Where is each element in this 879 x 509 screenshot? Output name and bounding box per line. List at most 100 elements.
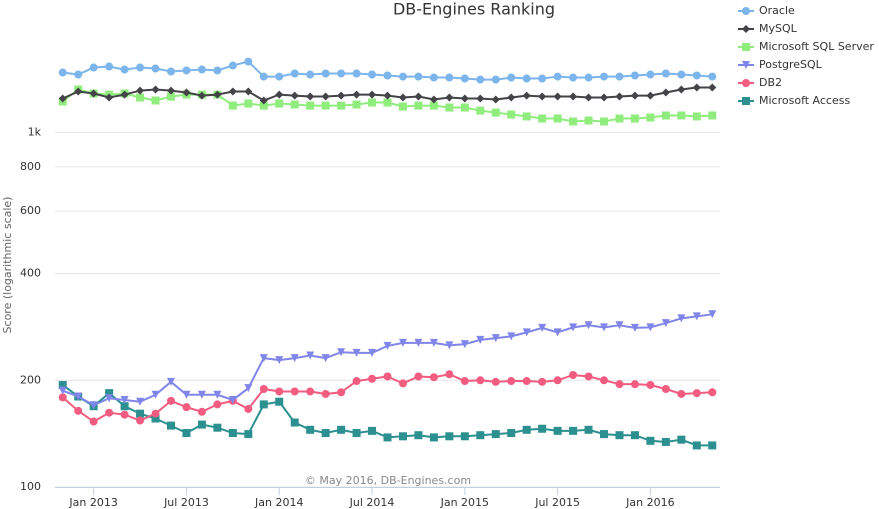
point <box>630 323 639 332</box>
point <box>692 389 701 398</box>
point <box>553 92 562 101</box>
point <box>290 418 299 427</box>
point <box>569 426 578 435</box>
point <box>290 69 299 78</box>
point <box>646 436 655 445</box>
point <box>661 384 670 393</box>
point <box>120 395 129 404</box>
point <box>522 425 531 434</box>
point <box>414 72 423 81</box>
point <box>213 66 222 75</box>
point <box>321 389 330 398</box>
chart-title: DB-Engines Ranking <box>393 0 555 19</box>
point <box>476 94 485 103</box>
point <box>445 103 454 112</box>
point <box>228 395 237 404</box>
point <box>58 380 67 389</box>
point <box>89 63 98 72</box>
point <box>553 426 562 435</box>
legend-marker <box>742 97 750 105</box>
point <box>58 68 67 77</box>
point <box>383 91 392 100</box>
point <box>615 380 624 389</box>
point <box>646 113 655 122</box>
point <box>600 117 609 126</box>
point <box>182 88 191 97</box>
y-axis-label: Score (logarithmic scale) <box>1 197 14 334</box>
point <box>182 429 191 438</box>
point <box>429 101 438 110</box>
point <box>337 101 346 110</box>
point <box>600 323 609 332</box>
point <box>275 397 284 406</box>
point <box>661 111 670 120</box>
point <box>398 379 407 388</box>
point <box>321 101 330 110</box>
point <box>445 73 454 82</box>
point <box>166 421 175 430</box>
point <box>197 65 206 74</box>
point <box>259 101 268 110</box>
legend-label[interactable]: DB2 <box>759 76 782 89</box>
y-tick-label: 100 <box>20 480 41 493</box>
point <box>692 112 701 121</box>
point <box>182 66 191 75</box>
legend-label[interactable]: Microsoft Access <box>759 94 850 107</box>
point <box>368 348 377 357</box>
point <box>58 94 67 103</box>
point <box>306 101 315 110</box>
point <box>213 90 222 99</box>
point <box>414 101 423 110</box>
point <box>584 73 593 82</box>
point <box>368 426 377 435</box>
point <box>89 89 98 98</box>
x-tick-label: Jan 2016 <box>625 496 674 509</box>
legend-label[interactable]: Microsoft SQL Server <box>759 40 874 53</box>
point <box>553 376 562 385</box>
point <box>414 431 423 440</box>
point <box>197 91 206 100</box>
point <box>569 370 578 379</box>
point <box>383 98 392 107</box>
legend-label[interactable]: Oracle <box>759 4 795 17</box>
point <box>136 93 145 102</box>
point <box>476 431 485 440</box>
x-tick-label: Jul 2014 <box>349 496 395 509</box>
point <box>491 108 500 117</box>
point <box>429 73 438 82</box>
point <box>151 409 160 418</box>
point <box>708 72 717 81</box>
x-tick-label: Jul 2015 <box>534 496 580 509</box>
point <box>615 92 624 101</box>
point <box>708 111 717 120</box>
point <box>244 404 253 413</box>
point <box>151 390 160 399</box>
point <box>584 372 593 381</box>
point <box>74 87 83 96</box>
point <box>445 341 454 350</box>
point <box>553 114 562 123</box>
point <box>692 71 701 80</box>
point <box>244 57 253 66</box>
point <box>275 356 284 365</box>
point <box>398 93 407 102</box>
point <box>120 410 129 419</box>
point <box>228 429 237 438</box>
point <box>692 83 701 92</box>
point <box>321 69 330 78</box>
point <box>445 370 454 379</box>
point <box>677 389 686 398</box>
point <box>105 62 114 71</box>
point <box>507 110 516 119</box>
y-tick-label: 1k <box>28 125 42 138</box>
legend-label[interactable]: PostgreSQL <box>759 58 823 71</box>
point <box>105 389 114 398</box>
point <box>337 388 346 397</box>
point <box>677 70 686 79</box>
point <box>569 117 578 126</box>
point <box>507 377 516 386</box>
y-tick-label: 800 <box>20 160 41 173</box>
point <box>352 90 361 99</box>
legend-label[interactable]: MySQL <box>759 22 798 35</box>
point <box>630 380 639 389</box>
